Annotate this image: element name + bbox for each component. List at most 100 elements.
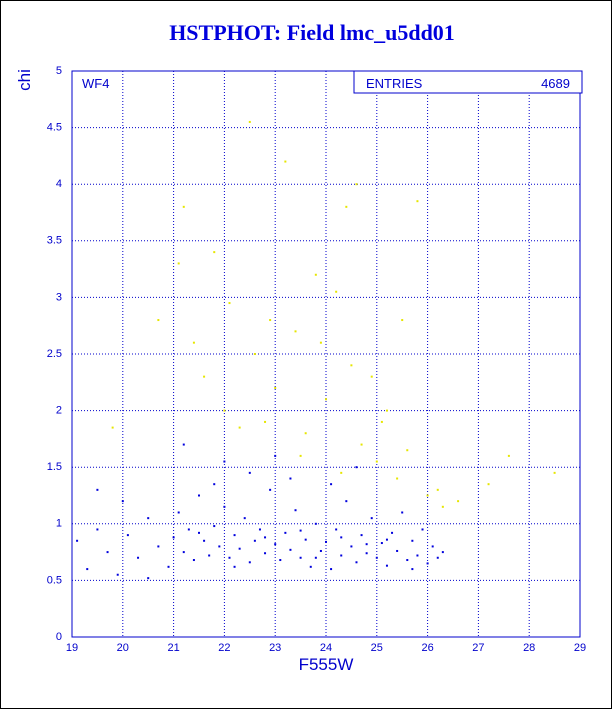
point	[182, 551, 185, 554]
point	[182, 205, 185, 208]
point	[248, 120, 251, 123]
point	[416, 554, 419, 557]
point	[228, 556, 231, 559]
point	[325, 398, 327, 401]
point	[370, 375, 373, 378]
point	[253, 353, 256, 355]
point	[284, 531, 287, 534]
point	[238, 547, 241, 550]
point	[340, 554, 343, 557]
point	[284, 160, 287, 163]
x-tick-label: 21	[167, 642, 179, 654]
stats-box	[353, 70, 583, 94]
point	[436, 556, 439, 559]
point	[213, 525, 216, 528]
point	[177, 511, 180, 514]
point	[385, 409, 388, 412]
point	[96, 488, 99, 491]
point	[233, 565, 236, 568]
point	[289, 548, 292, 551]
point	[314, 273, 317, 276]
point	[228, 302, 231, 305]
y-tick-label: 1	[56, 518, 62, 530]
point	[365, 552, 368, 555]
point	[304, 432, 307, 435]
point	[507, 454, 510, 457]
point	[360, 443, 363, 446]
point	[553, 471, 556, 474]
point	[330, 568, 333, 571]
point	[319, 341, 322, 344]
y-axis-label: chi	[15, 69, 34, 91]
point	[248, 561, 251, 564]
point	[370, 517, 373, 520]
point	[233, 534, 236, 537]
point	[385, 564, 388, 567]
point	[340, 471, 343, 474]
point	[208, 554, 211, 557]
point	[375, 556, 378, 559]
point	[243, 517, 246, 520]
point	[355, 183, 358, 186]
point	[274, 543, 277, 546]
point	[203, 539, 206, 542]
y-tick-label: 3	[56, 291, 62, 303]
x-tick-label: 27	[472, 642, 484, 654]
point	[355, 466, 358, 469]
point	[436, 488, 439, 491]
x-tick-label: 22	[218, 642, 230, 654]
x-axis-label: F555W	[299, 655, 354, 674]
point	[274, 454, 277, 457]
point	[218, 545, 221, 548]
y-tick-label: 3.5	[47, 235, 62, 247]
chart-title: HSTPHOT: Field lmc_u5dd01	[169, 20, 455, 45]
point	[350, 364, 353, 367]
y-tick-label: 4.5	[47, 122, 62, 134]
point	[126, 534, 129, 537]
y-tick-label: 0.5	[47, 574, 62, 586]
point	[406, 449, 409, 452]
point	[137, 556, 140, 559]
point	[167, 565, 170, 568]
point	[416, 200, 419, 203]
point	[375, 460, 378, 463]
point	[182, 443, 185, 446]
point	[294, 330, 297, 333]
point	[441, 505, 444, 508]
x-tick-label: 29	[574, 642, 586, 654]
point	[192, 559, 195, 562]
point	[335, 290, 338, 293]
y-tick-label: 5	[56, 65, 62, 77]
y-tick-label: 2.5	[47, 348, 62, 360]
point	[299, 556, 302, 559]
point	[177, 262, 180, 265]
point	[345, 205, 348, 208]
point	[269, 319, 272, 322]
point	[457, 500, 460, 503]
point	[487, 483, 490, 486]
y-tick-label: 4	[56, 178, 62, 190]
point	[431, 545, 434, 548]
point	[213, 251, 216, 254]
point	[355, 561, 358, 564]
x-tick-label: 23	[269, 642, 281, 654]
point	[314, 556, 317, 559]
point	[391, 531, 394, 534]
point	[223, 505, 226, 508]
point	[396, 477, 399, 480]
y-tick-label: 2	[56, 405, 62, 417]
x-tick-label: 28	[523, 642, 535, 654]
point	[106, 551, 109, 554]
point	[396, 549, 399, 552]
point	[258, 528, 261, 531]
point	[187, 528, 190, 531]
x-tick-label: 19	[66, 642, 78, 654]
point	[76, 539, 79, 542]
point	[426, 562, 429, 565]
point	[269, 488, 272, 491]
point	[401, 511, 404, 514]
point	[147, 517, 150, 520]
point	[350, 545, 353, 548]
point	[253, 539, 256, 542]
